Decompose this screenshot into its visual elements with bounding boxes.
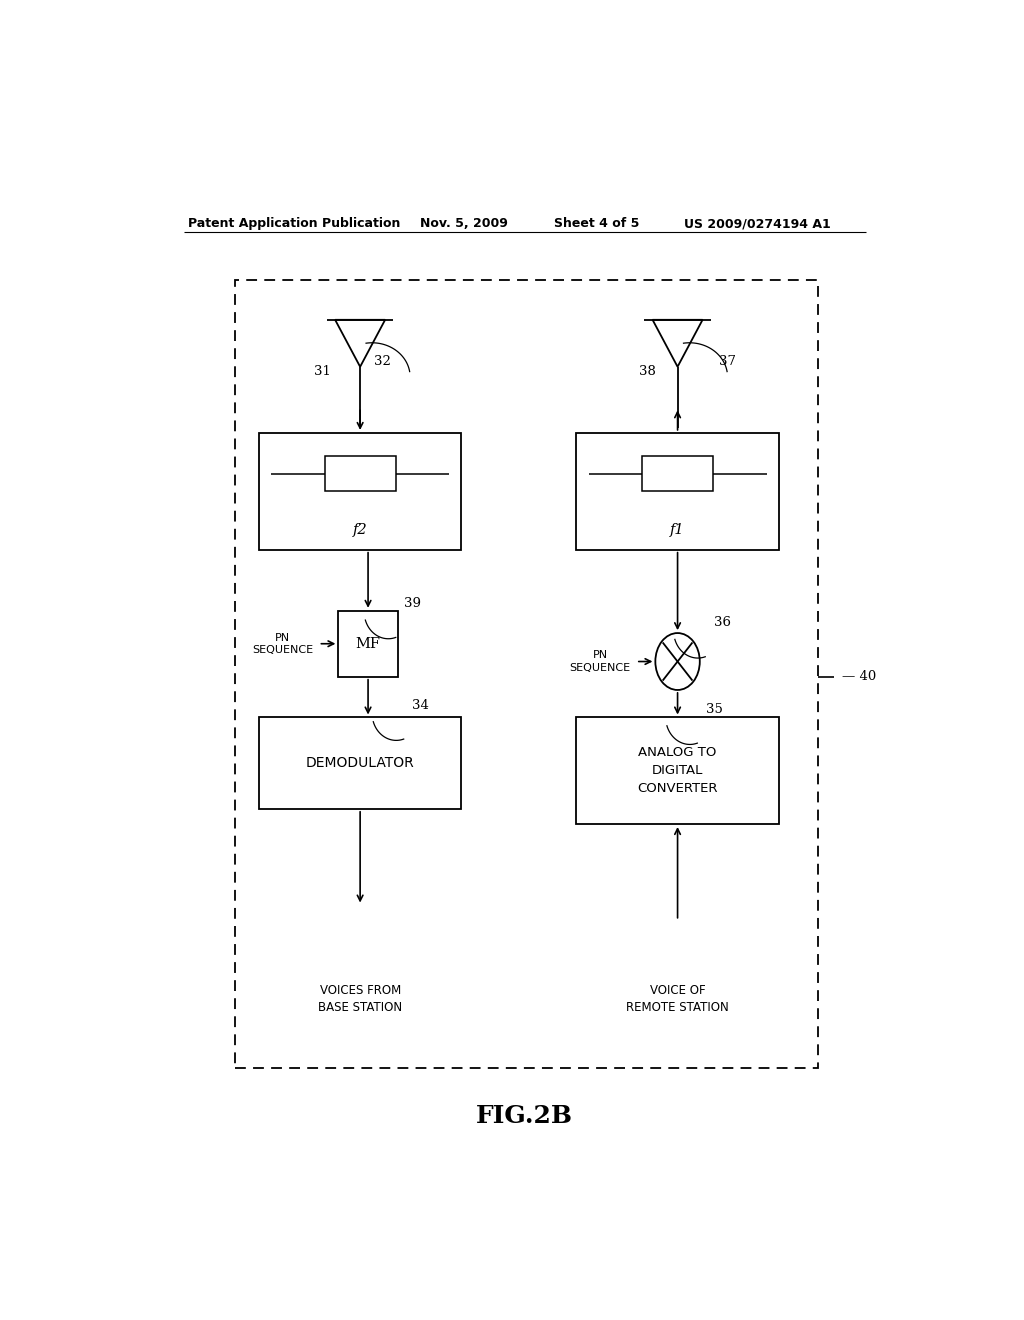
Bar [577,718,779,824]
Text: — 40: — 40 [842,671,877,684]
Text: 35: 35 [706,702,723,715]
Bar [577,433,779,549]
Text: Nov. 5, 2009: Nov. 5, 2009 [420,218,508,231]
Text: ANALOG TO
DIGITAL
CONVERTER: ANALOG TO DIGITAL CONVERTER [637,746,718,795]
Text: f2: f2 [353,523,368,537]
Bar [259,433,461,549]
Text: VOICES FROM
BASE STATION: VOICES FROM BASE STATION [318,983,402,1014]
Text: MF: MF [355,636,381,651]
Text: Patent Application Publication: Patent Application Publication [187,218,400,231]
Bar [236,280,818,1068]
Text: 32: 32 [374,355,390,368]
Text: 37: 37 [719,355,735,368]
Bar [338,611,398,677]
Text: FIG.2B: FIG.2B [476,1104,573,1127]
Text: Sheet 4 of 5: Sheet 4 of 5 [554,218,640,231]
Text: PN
SEQUENCE: PN SEQUENCE [569,651,631,673]
Text: 34: 34 [412,698,429,711]
Text: US 2009/0274194 A1: US 2009/0274194 A1 [684,218,830,231]
Text: PN
SEQUENCE: PN SEQUENCE [252,632,313,655]
Text: 31: 31 [314,366,331,379]
Bar [642,457,713,491]
Text: 36: 36 [714,616,731,630]
Text: 38: 38 [639,366,656,379]
Text: DEMODULATOR: DEMODULATOR [306,756,415,770]
Bar [259,718,461,809]
Text: f1: f1 [671,523,685,537]
Bar [325,457,395,491]
Text: 39: 39 [404,597,421,610]
Text: VOICE OF
REMOTE STATION: VOICE OF REMOTE STATION [627,983,729,1014]
